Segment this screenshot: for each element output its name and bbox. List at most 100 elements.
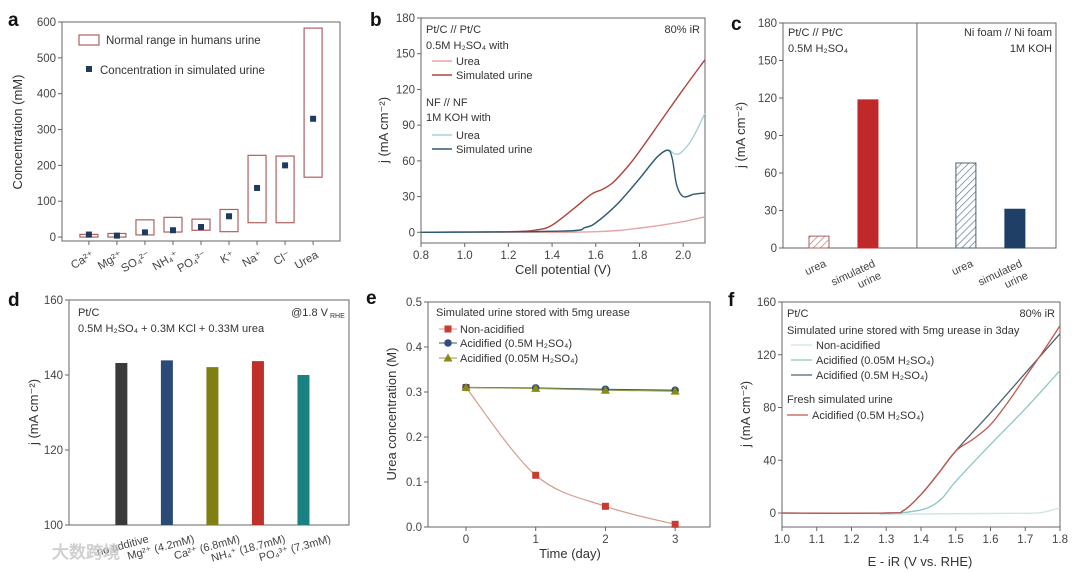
y-tick-label: 100 <box>37 196 56 208</box>
x-tick-label: 3 <box>672 534 678 546</box>
y-tick-label: 150 <box>396 49 415 61</box>
electrolyte-label: 0.5M H₂SO₄ + 0.3M KCl + 0.33M urea <box>78 323 265 335</box>
bar <box>808 235 830 249</box>
potential-annotation: @1.8 V <box>291 307 329 319</box>
legend-label: Non-acidified <box>460 324 524 336</box>
y-tick-label: 0 <box>409 227 415 239</box>
category-label: K⁺ <box>219 249 237 266</box>
simulated-point <box>310 115 317 122</box>
bar <box>206 367 219 525</box>
legend-label: Simulated urine <box>456 70 532 82</box>
y-tick-label: 60 <box>764 168 777 180</box>
legend-group-title: Pt/C // Pt/C <box>426 24 481 36</box>
x-tick-label: 1.4 <box>544 250 561 262</box>
legend-label: Acidified (0.5M H₂SO₄) <box>460 338 572 350</box>
x-tick-label: 2.0 <box>675 250 691 262</box>
legend-group-title: Simulated urine stored with 5mg urease i… <box>787 325 1020 337</box>
potential-subscript: RHE <box>330 313 345 320</box>
simulated-point <box>113 232 120 239</box>
y-tick-label: 500 <box>37 53 56 65</box>
legend-label: Acidified (0.05M H₂SO₄) <box>460 353 578 365</box>
ir-annotation: 80% iR <box>665 24 701 36</box>
x-tick-label: 1.2 <box>500 250 516 262</box>
y-tick-label: 150 <box>758 56 777 68</box>
normal-range-box <box>275 155 295 224</box>
y-tick-label: 80 <box>763 403 776 415</box>
series-line <box>465 387 676 525</box>
plot-frame <box>427 301 711 528</box>
triangle-marker <box>531 383 541 392</box>
category-label: Cl⁻ <box>272 249 293 268</box>
simulated-point <box>226 213 233 220</box>
series-line <box>781 325 1061 514</box>
y-tick-label: 120 <box>44 445 63 457</box>
bar <box>297 375 310 525</box>
y-tick-label: 0.2 <box>406 432 422 444</box>
x-axis-label: Cell potential (V) <box>515 262 611 277</box>
y-axis-label: Concentration (mM) <box>10 75 25 190</box>
bar <box>115 363 128 525</box>
y-tick-label: 100 <box>44 520 63 532</box>
y-tick-label: 90 <box>402 120 415 132</box>
y-axis-label: j (mA cm⁻²) <box>733 102 748 169</box>
legend-group-title: 1M KOH with <box>426 112 491 124</box>
legend-label: Urea <box>456 130 481 142</box>
simulated-point <box>141 229 148 236</box>
x-tick-label: 1.4 <box>913 534 930 546</box>
series-line <box>420 216 706 234</box>
catalyst-label: Pt/C <box>787 308 808 320</box>
legend-group-title: NF // NF <box>426 97 468 109</box>
y-axis-label: j (mA cm⁻²) <box>738 381 753 448</box>
y-tick-label: 60 <box>402 156 415 168</box>
x-tick-label: 0 <box>463 534 469 546</box>
legend-group-title: 0.5M H₂SO₄ with <box>426 40 509 52</box>
legend-group-title: Fresh simulated urine <box>787 394 893 406</box>
triangle-marker <box>670 386 680 395</box>
simulated-point <box>282 162 289 169</box>
panel-label: a <box>8 10 19 31</box>
y-tick-label: 300 <box>37 125 56 137</box>
legend-label: Acidified (0.05M H₂SO₄) <box>816 355 934 367</box>
bar <box>955 162 977 249</box>
legend-label: Normal range in humans urine <box>106 35 261 47</box>
y-tick-label: 160 <box>44 295 63 307</box>
panel-label: b <box>370 10 382 31</box>
square-marker <box>601 502 609 510</box>
normal-range-box <box>219 208 239 233</box>
panel-label: c <box>731 14 742 35</box>
category-label: urea <box>950 257 976 278</box>
y-tick-label: 30 <box>402 192 415 204</box>
legend-label: Simulated urine <box>456 144 532 156</box>
x-tick-label: 1.8 <box>1052 534 1068 546</box>
legend-label: Acidified (0.5M H₂SO₄) <box>812 410 924 422</box>
simulated-point <box>254 184 261 191</box>
series-line <box>465 386 676 392</box>
normal-range-box <box>303 27 323 178</box>
y-tick-label: 400 <box>37 89 56 101</box>
x-tick-label: 2 <box>602 534 608 546</box>
y-tick-label: 0.0 <box>406 522 422 534</box>
bar <box>160 360 173 525</box>
panel-label: f <box>728 290 735 311</box>
y-axis-label: j (mA cm⁻²) <box>376 97 391 164</box>
x-tick-label: 1.6 <box>983 534 999 546</box>
y-axis-label: j (mA cm⁻²) <box>26 379 41 446</box>
y-tick-label: 90 <box>764 131 777 143</box>
x-tick-label: 1.1 <box>809 534 825 546</box>
x-tick-label: 1.8 <box>631 250 647 262</box>
x-tick-label: 0.8 <box>413 250 429 262</box>
plot-frame <box>420 17 706 244</box>
y-tick-label: 600 <box>37 17 56 29</box>
normal-range-box <box>191 218 211 231</box>
y-tick-label: 0.3 <box>406 387 422 399</box>
plot-frame <box>61 21 341 242</box>
category-label: Na⁺ <box>241 249 265 270</box>
watermark-logo: 大数跨境 <box>52 542 120 562</box>
y-tick-label: 0.5 <box>406 297 422 309</box>
square-marker <box>444 325 452 333</box>
condition-label: 1M KOH <box>1010 43 1052 55</box>
panel-label: e <box>366 288 377 309</box>
simulated-point <box>198 224 204 231</box>
bar <box>857 99 879 249</box>
legend-label: Non-acidified <box>816 340 880 352</box>
